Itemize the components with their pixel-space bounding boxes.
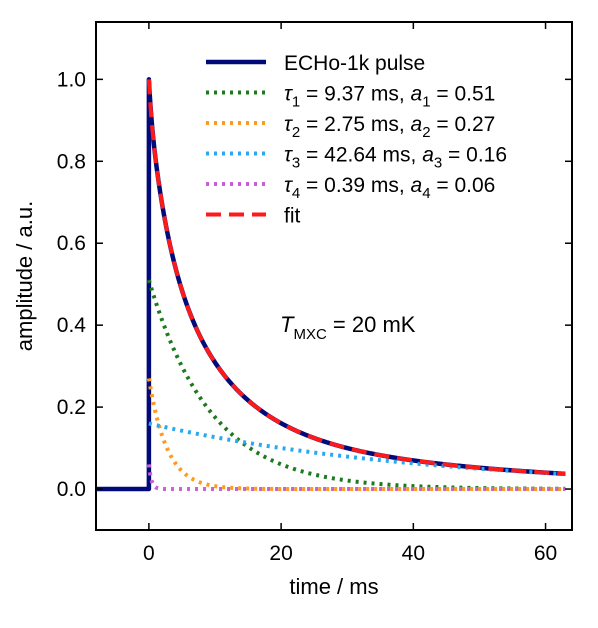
series-layer xyxy=(96,77,568,492)
x-axis-label: time / ms xyxy=(289,574,378,599)
legend-label-1: ECHo-1k pulse xyxy=(284,52,425,75)
y-tick-label: 0.8 xyxy=(57,150,86,173)
legend-label-2: τ1 = 9.37 ms, a1 = 0.51 xyxy=(284,83,495,111)
ticks-layer: 0 20 40 60 0.0 0.2 0.4 0.6 0.8 1.0 xyxy=(57,22,572,565)
series-line-3 xyxy=(146,378,567,492)
y-tick-label: 0.4 xyxy=(57,314,87,337)
x-tick-label: 20 xyxy=(269,542,292,565)
legend-label-4: τ3 = 42.64 ms, a3 = 0.16 xyxy=(284,144,507,172)
series-line-5 xyxy=(146,464,567,492)
temperature-annotation: TMXC = 20 mK xyxy=(280,312,416,343)
plot-frame xyxy=(95,21,573,531)
y-tick-label: 0.0 xyxy=(57,478,86,501)
y-tick-label: 0.2 xyxy=(57,396,86,419)
legend-label-6: fit xyxy=(284,205,301,228)
series-line-6 xyxy=(146,79,567,476)
y-tick-label: 0.6 xyxy=(57,232,86,255)
legend-label-3: τ2 = 2.75 ms, a2 = 0.27 xyxy=(284,113,495,141)
x-tick-label: 0 xyxy=(143,542,155,565)
series-line-2 xyxy=(146,279,567,491)
x-tick-label: 40 xyxy=(402,542,425,565)
x-tick-label: 60 xyxy=(534,542,557,565)
y-tick-label: 1.0 xyxy=(57,68,86,91)
legend-label-5: τ4 = 0.39 ms, a4 = 0.06 xyxy=(284,174,495,202)
y-axis-label: amplitude / a.u. xyxy=(12,201,37,351)
